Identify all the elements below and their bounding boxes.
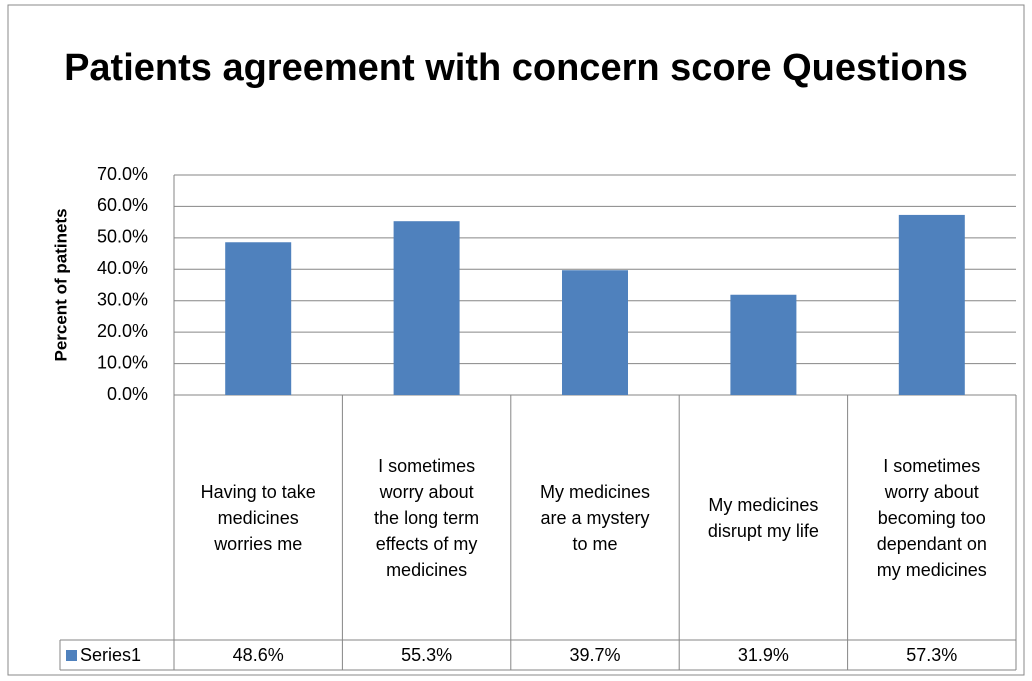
y-tick-label: 60.0%	[97, 195, 148, 215]
legend-label: Series1	[80, 644, 142, 665]
chart-title: Patients agreement with concern score Qu…	[64, 47, 968, 89]
bar	[562, 270, 628, 395]
y-tick-label: 0.0%	[107, 384, 148, 404]
bar	[393, 221, 460, 395]
y-tick-label: 40.0%	[97, 258, 148, 278]
bar	[225, 242, 292, 395]
data-label: 31.9%	[737, 644, 789, 665]
legend-entry: Series1	[60, 640, 174, 670]
chart-border	[7, 4, 1025, 676]
data-label: 57.3%	[906, 644, 958, 665]
data-label: 39.7%	[569, 644, 621, 665]
x-tick-label: My medicines disrupt my life	[707, 494, 819, 541]
y-tick-label: 10.0%	[97, 352, 148, 372]
x-tick-label: I sometimes worry about becoming too dep…	[876, 455, 987, 580]
x-tick-label: I sometimes worry about the long term ef…	[374, 455, 480, 580]
y-axis-label: Percent of patinets	[51, 208, 70, 361]
x-tick-label: My medicines are a mystery to me	[539, 481, 650, 554]
x-tick-label: Having to take medicines worries me	[200, 481, 316, 554]
y-tick-label: 30.0%	[97, 289, 148, 309]
data-label: 48.6%	[232, 644, 284, 665]
bar	[898, 214, 965, 395]
y-tick-label: 70.0%	[97, 164, 148, 184]
y-tick-label: 20.0%	[97, 321, 148, 341]
bar	[730, 294, 797, 395]
y-tick-label: 50.0%	[97, 227, 148, 247]
data-label: 55.3%	[401, 644, 453, 665]
legend-swatch	[66, 649, 77, 661]
